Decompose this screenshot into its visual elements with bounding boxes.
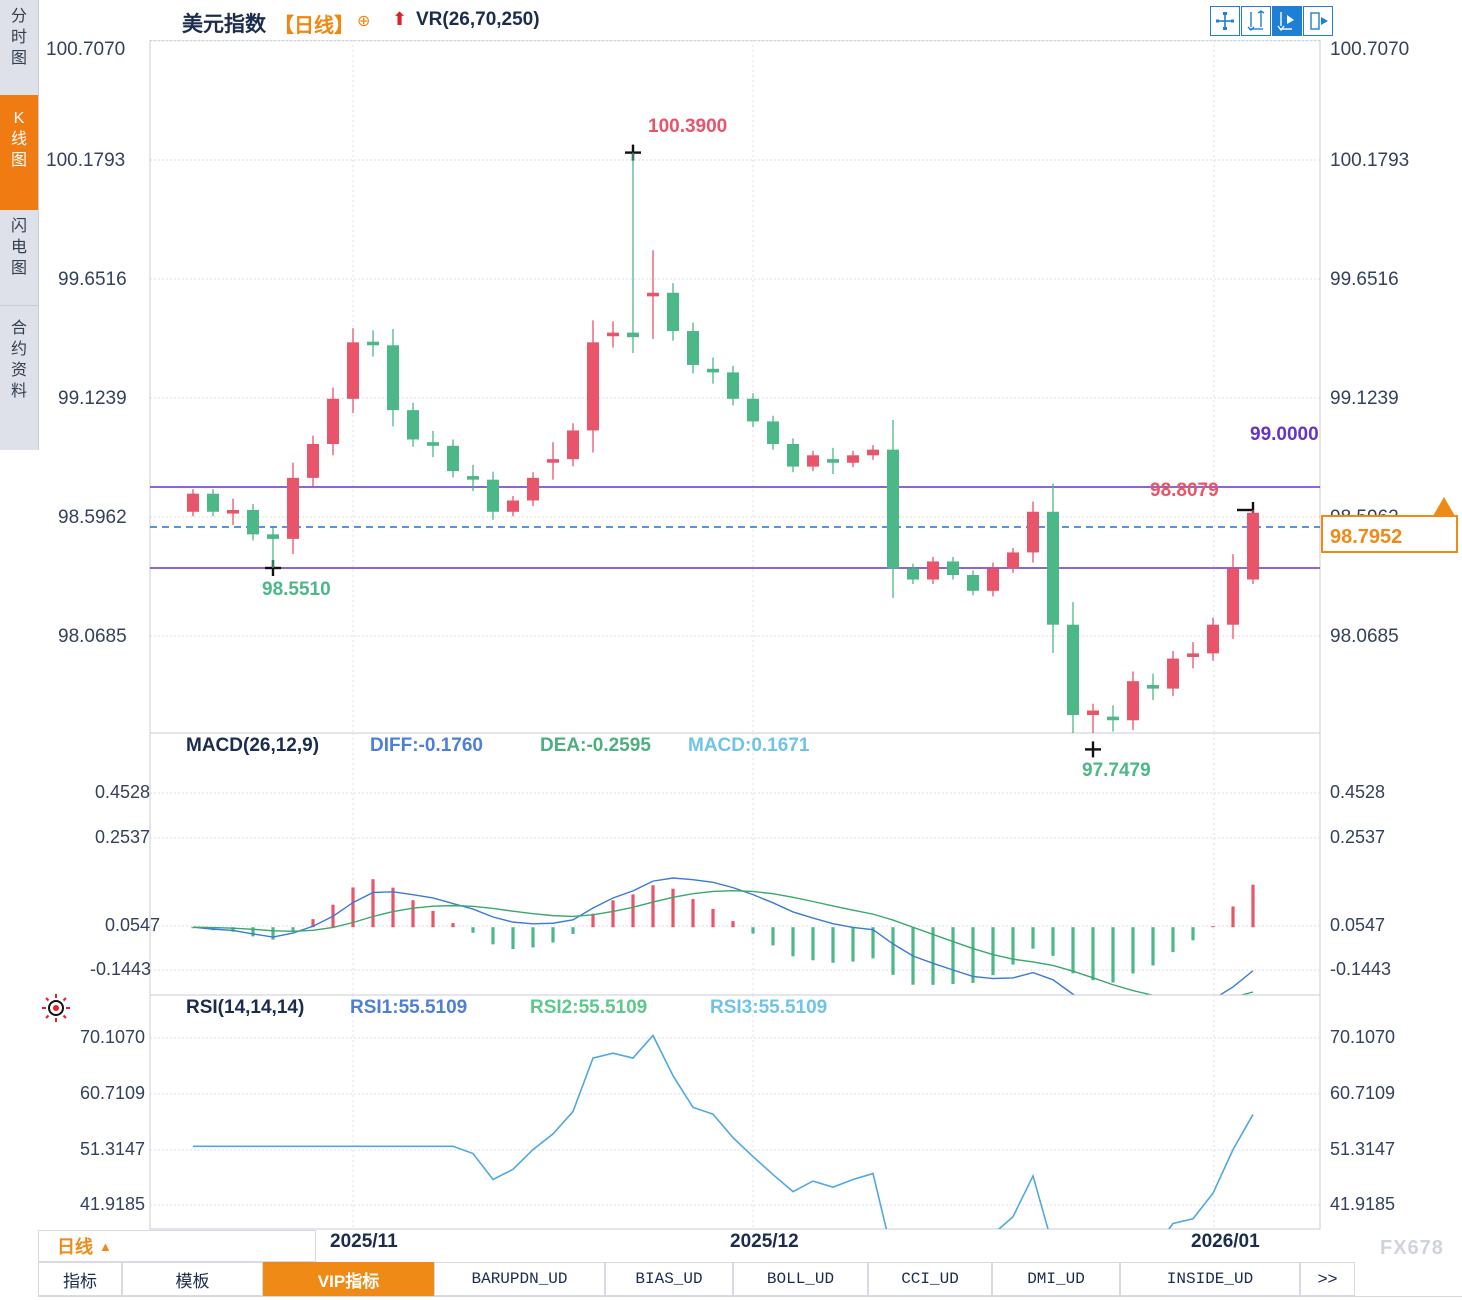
svg-text:98.8079: 98.8079	[1150, 480, 1219, 501]
svg-text:98.0685: 98.0685	[58, 626, 127, 647]
svg-text:DEA:-0.2595: DEA:-0.2595	[540, 735, 651, 756]
svg-text:RSI2:55.5109: RSI2:55.5109	[530, 997, 647, 1018]
svg-text:98.7952: 98.7952	[1330, 526, 1402, 548]
svg-text:60.7109: 60.7109	[80, 1083, 145, 1103]
svg-text:RSI3:55.5109: RSI3:55.5109	[710, 997, 827, 1018]
svg-text:51.3147: 51.3147	[80, 1139, 145, 1159]
svg-text:RSI1:55.5109: RSI1:55.5109	[350, 997, 467, 1018]
svg-text:DIFF:-0.1760: DIFF:-0.1760	[370, 735, 483, 756]
svg-text:99.1239: 99.1239	[1330, 388, 1399, 409]
svg-text:98.5962: 98.5962	[58, 507, 127, 528]
svg-text:100.1793: 100.1793	[1330, 150, 1409, 171]
svg-text:100.1793: 100.1793	[46, 150, 125, 171]
svg-text:99.6516: 99.6516	[58, 269, 127, 290]
svg-text:97.7479: 97.7479	[1082, 760, 1151, 781]
svg-text:99.1239: 99.1239	[58, 388, 127, 409]
svg-text:0.4528: 0.4528	[1330, 782, 1385, 802]
svg-text:98.5510: 98.5510	[262, 579, 331, 600]
svg-text:51.3147: 51.3147	[1330, 1139, 1395, 1159]
svg-text:99.0000: 99.0000	[1250, 424, 1319, 445]
svg-text:100.7070: 100.7070	[46, 40, 125, 60]
svg-text:0.0547: 0.0547	[105, 915, 160, 935]
svg-text:RSI(14,14,14): RSI(14,14,14)	[186, 997, 304, 1018]
svg-text:-0.1443: -0.1443	[90, 959, 151, 979]
svg-text:-0.1443: -0.1443	[1330, 959, 1391, 979]
svg-text:98.0685: 98.0685	[1330, 626, 1399, 647]
svg-text:41.9185: 41.9185	[1330, 1194, 1395, 1214]
svg-text:70.1070: 70.1070	[1330, 1027, 1395, 1047]
svg-text:MACD:0.1671: MACD:0.1671	[688, 735, 810, 756]
svg-text:0.2537: 0.2537	[1330, 827, 1385, 847]
svg-text:100.3900: 100.3900	[648, 116, 727, 137]
svg-text:70.1070: 70.1070	[80, 1027, 145, 1047]
svg-text:0.4528: 0.4528	[95, 782, 150, 802]
svg-text:0.2537: 0.2537	[95, 827, 150, 847]
svg-text:0.0547: 0.0547	[1330, 915, 1385, 935]
svg-text:60.7109: 60.7109	[1330, 1083, 1395, 1103]
svg-text:99.6516: 99.6516	[1330, 269, 1399, 290]
svg-text:MACD(26,12,9): MACD(26,12,9)	[186, 735, 319, 756]
svg-text:41.9185: 41.9185	[80, 1194, 145, 1214]
svg-text:100.7070: 100.7070	[1330, 40, 1409, 60]
